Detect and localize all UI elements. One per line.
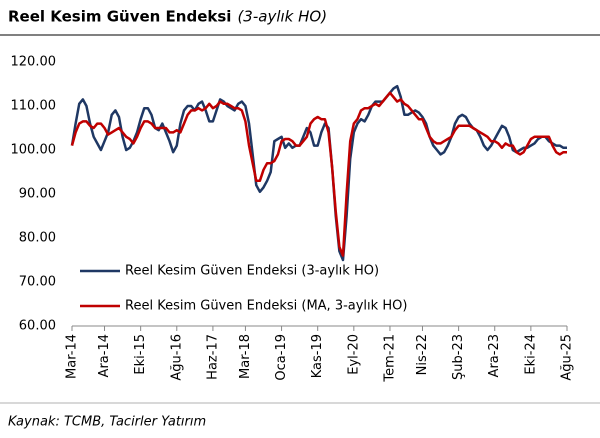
x-tick-label: Tem-21 [382, 334, 397, 383]
y-tick-label: 100.00 [11, 143, 57, 158]
y-tick-label: 90.00 [19, 187, 56, 202]
y-tick-label: 110.00 [11, 99, 57, 114]
y-tick-label: 60.00 [19, 319, 56, 334]
x-tick-label: Eyl-20 [346, 334, 361, 375]
x-tick-label: Eki-15 [133, 334, 148, 375]
x-tick-label: Ara-14 [97, 334, 112, 377]
series-line [70, 84, 567, 262]
x-tick-label: Mar-18 [238, 334, 253, 379]
y-tick-label: 70.00 [19, 275, 56, 290]
x-tick-label: Nis-22 [415, 334, 430, 375]
x-tick-label: Ağu-16 [169, 334, 184, 381]
y-tick-label: 120.00 [11, 55, 57, 70]
x-tick-label: Eki-24 [523, 334, 538, 375]
x-tick-label: Ağu-25 [560, 334, 575, 381]
legend-label: Reel Kesim Güven Endeksi (MA, 3-aylık HO… [125, 299, 407, 314]
x-tick-label: Haz-17 [205, 334, 220, 380]
x-tick-label: Şub-23 [451, 334, 466, 380]
legend-label: Reel Kesim Güven Endeksi (3-aylık HO) [125, 264, 379, 279]
x-tick-label: Ara-23 [487, 334, 502, 377]
chart-subtitle: (3-aylık HO) [237, 8, 327, 26]
x-tick-label: Mar-14 [65, 334, 80, 379]
chart-title: Reel Kesim Güven Endeksi [8, 8, 231, 26]
x-tick-label: Kas-19 [310, 334, 325, 378]
source-note: Kaynak: TCMB, Tacirler Yatırım [8, 415, 206, 430]
series-line [70, 91, 567, 257]
x-tick-label: Oca-19 [274, 334, 289, 381]
y-tick-label: 80.00 [19, 231, 56, 246]
